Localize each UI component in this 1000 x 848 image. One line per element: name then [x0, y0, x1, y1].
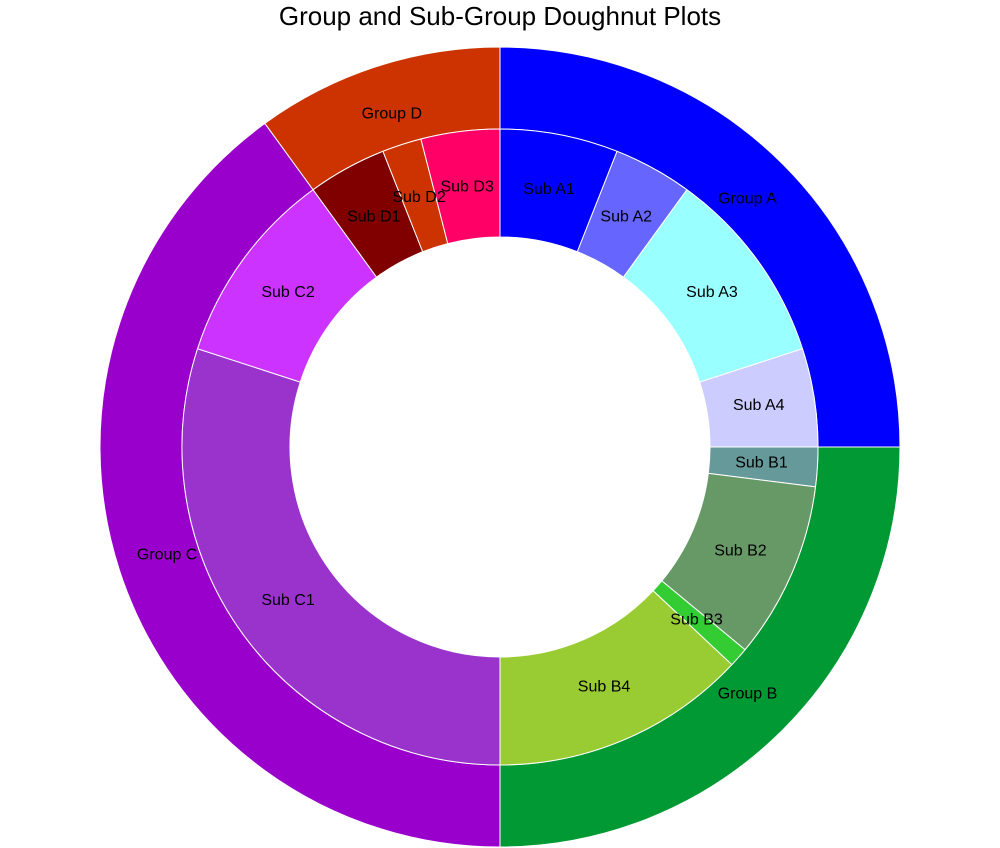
inner-label: Sub D1: [347, 209, 400, 226]
inner-slice: [181, 348, 501, 766]
outer-label: Group A: [718, 191, 777, 208]
inner-label: Sub B4: [578, 679, 631, 696]
inner-label: Sub D2: [392, 189, 445, 206]
inner-label: Sub A2: [600, 209, 652, 226]
outer-label: Group D: [362, 105, 422, 122]
inner-label: Sub A1: [523, 181, 575, 198]
inner-label: Sub A4: [733, 397, 785, 414]
inner-label: Sub C1: [261, 592, 314, 609]
inner-label: Sub A3: [686, 284, 738, 301]
chart-title: Group and Sub-Group Doughnut Plots: [279, 1, 721, 31]
inner-slice: [420, 128, 501, 245]
outer-label: Group C: [137, 546, 197, 563]
outer-label: Group B: [718, 686, 778, 703]
inner-label: Sub B1: [735, 455, 788, 472]
inner-label: Sub C2: [261, 284, 314, 301]
inner-label: Sub B2: [714, 542, 767, 559]
inner-label: Sub B3: [670, 611, 723, 628]
inner-label: Sub D3: [440, 178, 493, 195]
labels: Group A Group B Group C Group D Sub A1 Sub A2…: [137, 105, 788, 702]
rings: [99, 46, 901, 848]
